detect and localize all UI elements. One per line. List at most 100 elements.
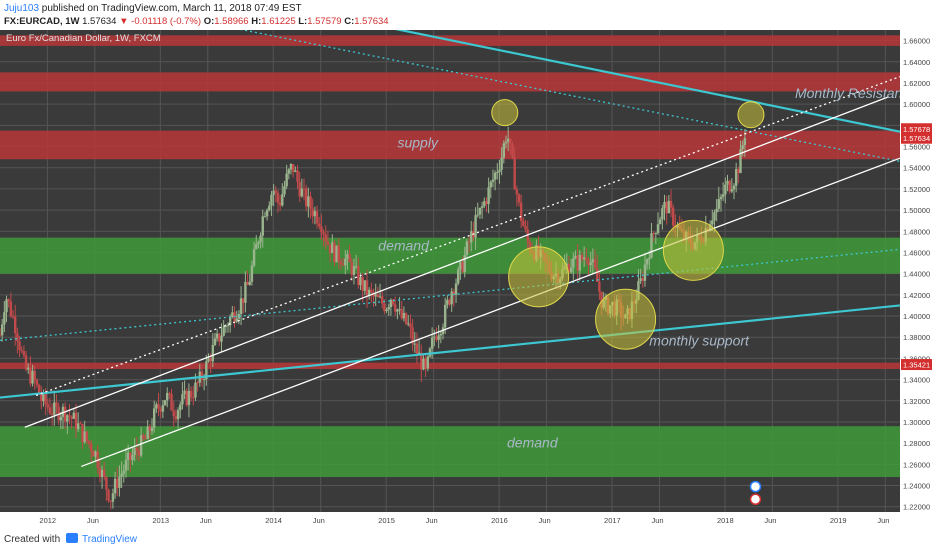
candle-body [576,255,579,271]
candle [48,397,52,416]
candle [348,245,351,263]
candle-body [302,188,306,190]
candle [285,164,288,189]
candle-body [643,264,647,281]
candle [578,250,582,281]
candle-body [509,138,512,145]
annotation-label: supply [397,135,438,151]
candle [741,140,744,157]
candle-body [669,200,673,208]
candle [59,411,63,430]
open-label: O: [203,16,215,27]
price-marker-label: 1.57634 [903,134,930,143]
candle-body [135,448,139,451]
candle [142,432,145,442]
candle [274,186,277,203]
symbol-label: FX:EURCAD, 1W [4,16,80,27]
candle [589,251,592,273]
author-link[interactable]: Juju103 [4,3,40,14]
candle-body [244,281,247,303]
candle [734,162,738,193]
candle-body [522,221,525,227]
candle [189,386,193,402]
candle-body [170,393,173,411]
candle-body [139,435,143,456]
candle-body [87,440,91,444]
price-tick-label: 1.40000 [903,312,930,321]
candle [66,414,69,435]
candle [715,199,718,222]
tradingview-brand[interactable]: TradingView [82,534,138,545]
candle-body [578,254,582,271]
price-axis [900,30,932,528]
candle-body [502,143,506,158]
price-tick-label: 1.50000 [903,206,930,215]
candle [170,388,173,411]
candle-body [665,201,668,214]
candle-body [187,390,191,406]
candle [0,327,2,337]
candle [567,256,571,275]
price-marker [901,132,932,144]
candle [515,185,519,207]
candle-body [53,402,56,415]
candle-body [76,423,80,430]
price-chart[interactable]: Monthly Resistance supply demand monthly su… [0,30,932,528]
candle-body [467,241,471,243]
candle-body [350,262,353,275]
price-tick-label: 1.36000 [903,354,930,363]
candle-body [116,478,119,488]
candle-body [9,301,13,317]
tradingview-logo-icon [66,533,78,543]
candle-body [565,263,568,267]
candle [179,401,182,419]
candle [120,461,123,488]
candle-body [42,393,45,402]
candle [313,206,317,225]
price-tick-label: 1.26000 [903,460,930,469]
candle-body [387,307,390,310]
candle [346,250,349,271]
candle [639,268,642,284]
candle [650,222,653,259]
candle-body [734,169,738,186]
candle-body [33,370,36,380]
price-marker-label: 1.35421 [903,361,930,370]
candle-body [172,410,175,417]
candle-body [639,278,642,282]
candle [500,147,503,176]
candle-body [63,406,67,422]
candle [498,159,501,184]
candle-body [333,242,336,263]
candle [506,126,510,152]
price-tick-label: 1.62000 [903,79,930,88]
candle [446,295,449,309]
candle-body [572,258,575,268]
candle [387,303,390,316]
candle [287,168,291,180]
candle-body [74,412,78,430]
low-value: 1.57579 [307,16,342,27]
price-tick-label: 1.32000 [903,397,930,406]
candle-body [389,299,393,308]
candle [7,298,10,308]
candle-body [461,262,464,272]
candle [50,403,54,426]
candle-body [194,382,197,398]
candle-body [378,296,382,298]
candle-body [92,451,95,457]
candle [443,297,447,334]
candle-body [595,267,599,282]
candle-body [252,249,256,266]
candle [302,178,306,201]
candle [576,244,579,282]
candle-body [346,254,349,259]
candle-body [328,244,332,254]
candle [396,308,399,320]
candle-body [422,358,425,370]
price-change: -0.01118 (-0.7%) [131,16,202,27]
candle-body [487,187,490,205]
price-tick-label: 1.24000 [903,482,930,491]
candle-body [493,172,497,180]
candle-body [142,435,145,439]
